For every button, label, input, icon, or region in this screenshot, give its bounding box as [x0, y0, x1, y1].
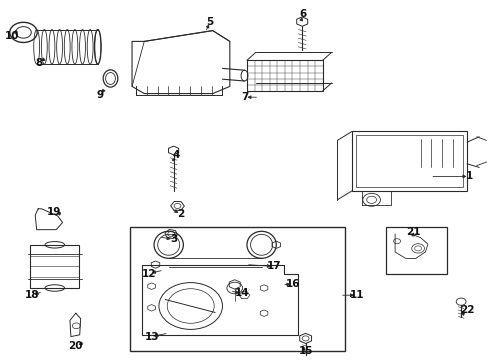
- Bar: [386, 227, 447, 274]
- Text: 18: 18: [24, 290, 39, 300]
- Text: 15: 15: [298, 346, 312, 356]
- Text: 21: 21: [405, 227, 420, 237]
- Text: 5: 5: [206, 17, 213, 27]
- Bar: [30, 245, 79, 288]
- Text: 12: 12: [142, 269, 156, 279]
- Bar: [351, 131, 466, 191]
- Text: 16: 16: [285, 279, 300, 289]
- Text: 11: 11: [349, 290, 364, 300]
- Bar: [246, 60, 322, 91]
- Text: 10: 10: [5, 31, 20, 41]
- Text: 9: 9: [97, 90, 103, 100]
- Text: 2: 2: [177, 209, 184, 219]
- Text: 22: 22: [459, 305, 473, 315]
- Bar: [355, 135, 462, 187]
- Text: 13: 13: [144, 332, 159, 342]
- Bar: [129, 227, 344, 351]
- Text: 19: 19: [46, 207, 61, 217]
- Text: 14: 14: [234, 288, 249, 298]
- Text: 17: 17: [266, 261, 281, 271]
- Text: 1: 1: [465, 171, 472, 181]
- Text: 6: 6: [299, 9, 306, 19]
- Text: 20: 20: [68, 341, 83, 351]
- Text: 4: 4: [172, 150, 180, 160]
- Text: 7: 7: [240, 92, 248, 102]
- Text: 8: 8: [36, 58, 42, 68]
- Text: 3: 3: [170, 234, 177, 244]
